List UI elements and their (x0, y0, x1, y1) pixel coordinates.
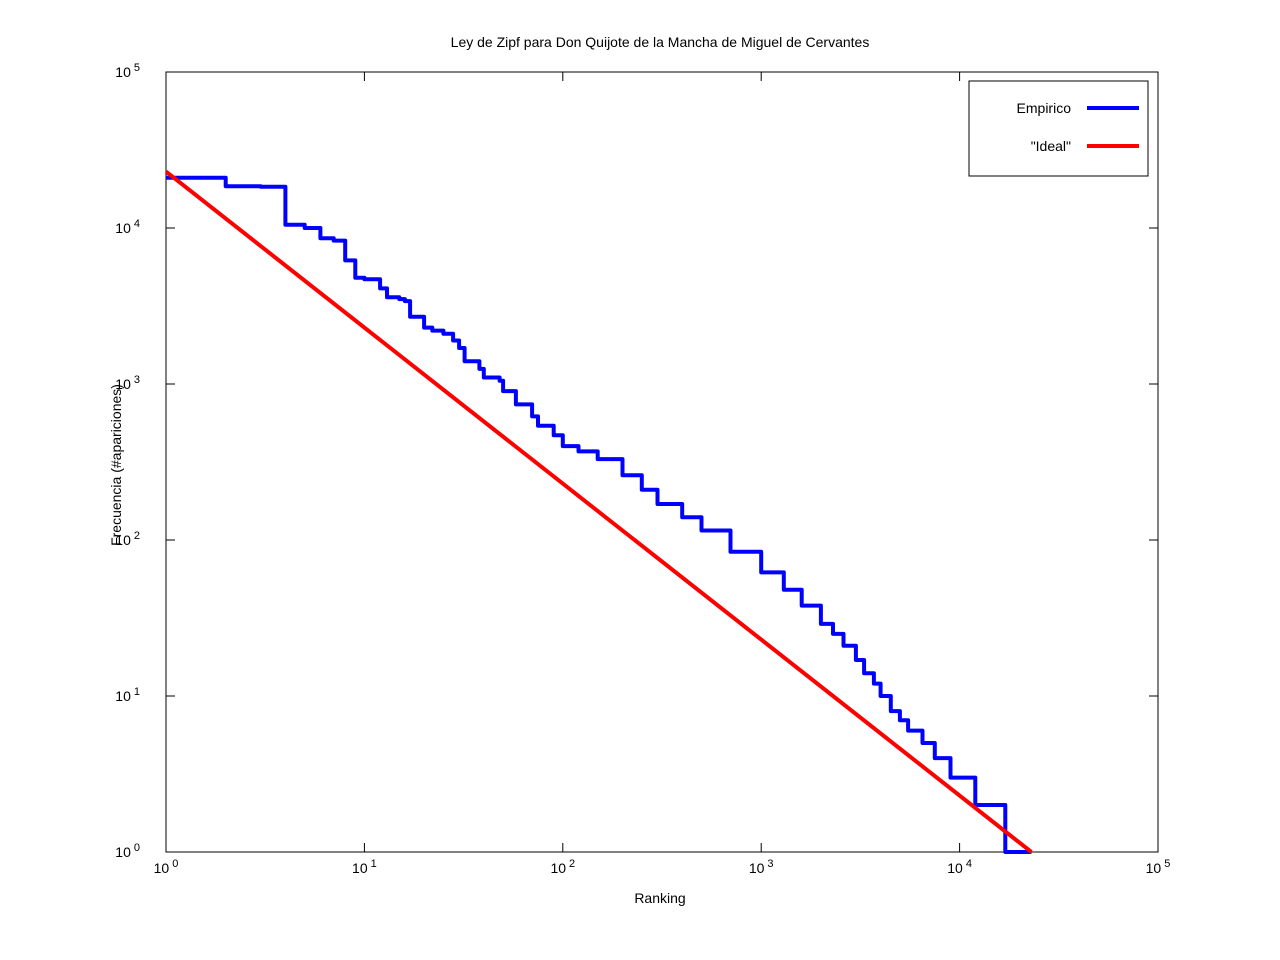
data-series (164, 170, 1033, 854)
legend-label-ideal: "Ideal" (1031, 138, 1071, 154)
y-tick-label: 10 5 (115, 62, 140, 80)
x-tick-label: 10 3 (749, 858, 774, 876)
axis-ticks: 10 0 10 1 10 2 10 3 10 4 10 5 10 0 10 1 10 2 10 3 10 4 10 5 (115, 62, 1170, 876)
y-tick-label: 10 1 (115, 686, 140, 704)
y-tick-label: 10 2 (115, 530, 140, 548)
series-line-1 (164, 170, 1033, 854)
series-line-0 (166, 175, 1032, 854)
legend: Empirico "Ideal" (968, 80, 1149, 177)
legend-box (968, 80, 1149, 177)
y-tick-label: 10 3 (115, 374, 140, 392)
x-tick-label: 10 4 (947, 858, 972, 876)
y-tick-label: 10 4 (115, 218, 140, 236)
y-tick-label: 10 0 (115, 842, 140, 860)
x-tick-label: 10 2 (550, 858, 575, 876)
x-tick-label: 10 0 (154, 858, 179, 876)
chart-title: Ley de Zipf para Don Quijote de la Manch… (451, 34, 870, 50)
legend-label-empirico: Empirico (1017, 100, 1072, 116)
x-axis-label: Ranking (634, 890, 685, 906)
y-axis-label: Frecuencia (#apariciones) (108, 384, 124, 546)
plot-area-frame (165, 71, 1159, 853)
x-tick-label: 10 1 (352, 858, 377, 876)
x-tick-label: 10 5 (1146, 858, 1171, 876)
